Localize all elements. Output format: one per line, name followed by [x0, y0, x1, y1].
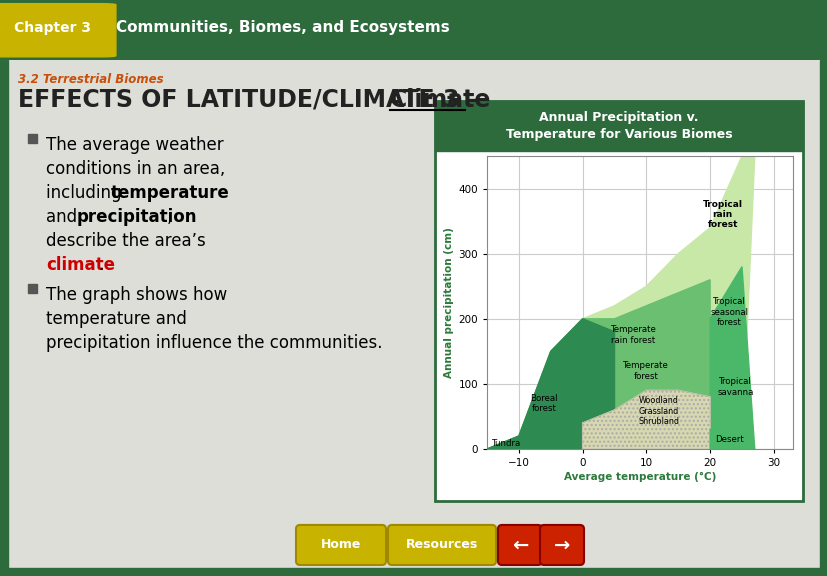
Text: Tropical
rain
forest: Tropical rain forest: [702, 200, 742, 229]
Text: temperature: temperature: [111, 184, 229, 202]
Bar: [28, 134, 37, 143]
Text: precipitation influence the communities.: precipitation influence the communities.: [46, 334, 382, 352]
Text: .: .: [98, 256, 103, 274]
Text: Home: Home: [320, 539, 361, 551]
Text: Tundra: Tundra: [491, 439, 520, 448]
Text: 3.2 Terrestrial Biomes: 3.2 Terrestrial Biomes: [18, 74, 164, 86]
Text: Tropical
savanna: Tropical savanna: [716, 377, 753, 397]
Text: climate: climate: [46, 256, 115, 274]
Text: The graph shows how: The graph shows how: [46, 286, 227, 304]
X-axis label: Average temperature (°C): Average temperature (°C): [563, 472, 715, 482]
Polygon shape: [710, 423, 754, 449]
FancyBboxPatch shape: [539, 525, 583, 565]
Polygon shape: [582, 391, 710, 449]
Text: ,: ,: [167, 207, 172, 226]
Bar: [28, 284, 37, 293]
Polygon shape: [486, 319, 614, 449]
Text: Desert: Desert: [714, 435, 743, 444]
Text: Boreal
forest: Boreal forest: [530, 394, 557, 413]
Bar: [434, 101, 802, 150]
Polygon shape: [710, 267, 754, 449]
Text: Climate: Climate: [390, 88, 490, 112]
Bar: [434, 101, 802, 501]
Text: conditions in an area,: conditions in an area,: [46, 160, 225, 177]
Text: →: →: [553, 536, 570, 555]
Text: Resources: Resources: [405, 539, 477, 551]
Text: Annual Precipitation v.
Temperature for Various Biomes: Annual Precipitation v. Temperature for …: [505, 111, 731, 141]
FancyBboxPatch shape: [0, 3, 116, 57]
Bar: [0, 60, 8, 576]
Text: and: and: [46, 207, 82, 226]
Text: including: including: [46, 184, 127, 202]
Text: Woodland
Grassland
Shrubland: Woodland Grassland Shrubland: [638, 396, 679, 426]
Text: The average weather: The average weather: [46, 135, 223, 154]
Y-axis label: Annual precipitation (cm): Annual precipitation (cm): [443, 227, 454, 378]
Text: ←: ←: [511, 536, 528, 555]
Text: EFFECTS OF LATITUDE/CLIMATE 3 -: EFFECTS OF LATITUDE/CLIMATE 3 -: [18, 88, 485, 112]
Text: Temperate
forest: Temperate forest: [623, 361, 668, 381]
Text: temperature and: temperature and: [46, 310, 187, 328]
Text: Temperate
rain forest: Temperate rain forest: [610, 325, 656, 345]
FancyBboxPatch shape: [388, 525, 495, 565]
Polygon shape: [486, 156, 754, 449]
Text: Communities, Biomes, and Ecosystems: Communities, Biomes, and Ecosystems: [116, 20, 449, 35]
Text: Chapter 3: Chapter 3: [14, 21, 90, 35]
Bar: [0, 568, 827, 576]
Text: precipitation: precipitation: [77, 207, 198, 226]
Text: describe the area’s: describe the area’s: [46, 232, 205, 249]
FancyBboxPatch shape: [497, 525, 542, 565]
FancyBboxPatch shape: [295, 525, 385, 565]
Bar: [819, 60, 827, 576]
Text: Tropical
seasonal
forest: Tropical seasonal forest: [710, 297, 748, 327]
Polygon shape: [486, 280, 710, 449]
